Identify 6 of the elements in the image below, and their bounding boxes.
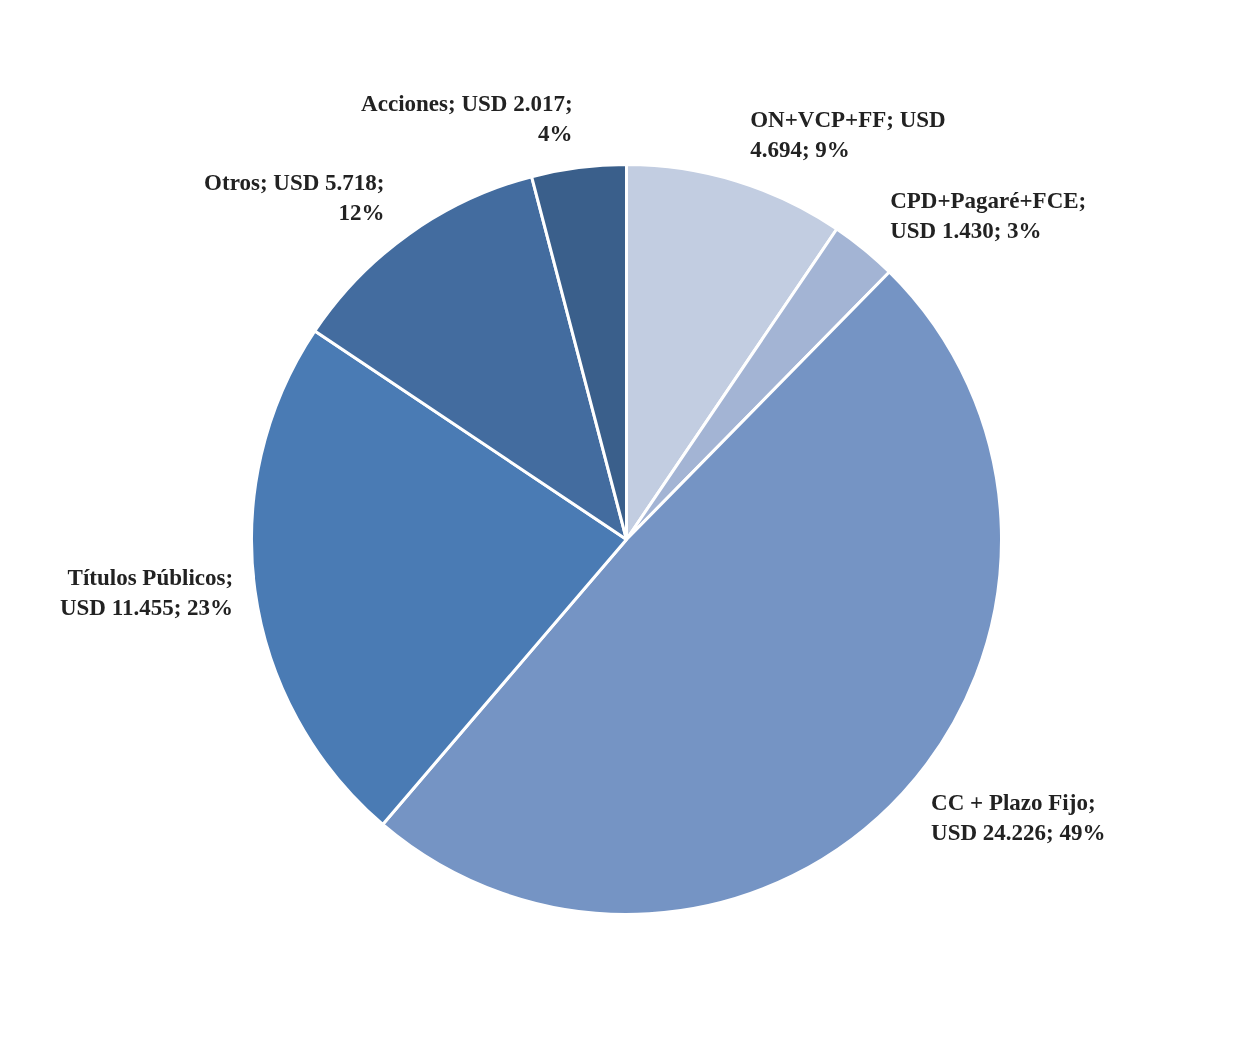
slice-label: Otros; USD 5.718; 12%	[204, 170, 385, 226]
slice-label: CPD+Pagaré+FCE; USD 1.430; 3%	[890, 188, 1087, 244]
slice-label: Acciones; USD 2.017; 4%	[361, 91, 573, 147]
slice-label: Títulos Públicos; USD 11.455; 23%	[59, 564, 234, 620]
slice-label: ON+VCP+FF; USD 4.694; 9%	[750, 107, 946, 163]
slice-label: CC + Plazo Fijo; USD 24.226; 49%	[931, 789, 1106, 845]
